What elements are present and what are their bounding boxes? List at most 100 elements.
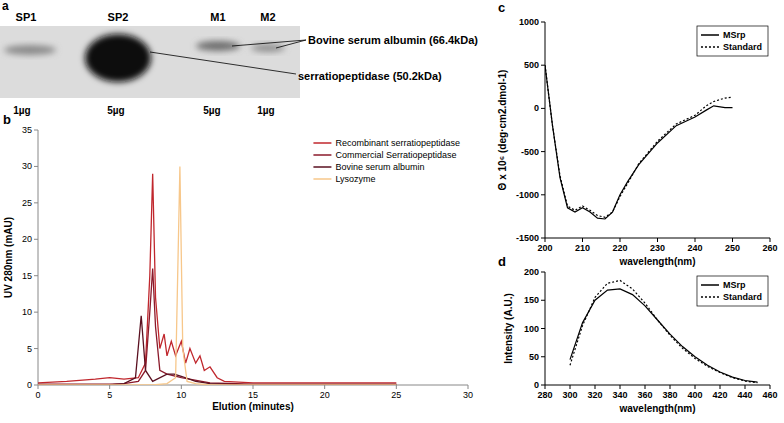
x-tick-label: 220 <box>612 243 627 253</box>
y-tick <box>541 385 545 386</box>
series-line <box>38 174 396 383</box>
x-tick <box>657 238 658 242</box>
legend-swatch <box>313 154 331 156</box>
figure: aSP11µgSP25µgM15µgM21µgBovine serum albu… <box>0 0 784 423</box>
legend-label: Standard <box>723 42 762 52</box>
gel-band <box>251 44 285 52</box>
lane-label: SP2 <box>108 11 129 23</box>
y-tick-label: 15 <box>22 271 32 281</box>
legend-swatch <box>313 178 331 180</box>
y-tick-label: 5 <box>27 344 32 354</box>
plot-area <box>545 65 733 219</box>
y-tick-label: 0 <box>534 380 539 390</box>
x-tick-label: 20 <box>320 390 330 400</box>
y-tick <box>541 108 545 109</box>
y-tick <box>34 348 38 349</box>
y-tick <box>541 300 545 301</box>
y-tick-label: 20 <box>22 234 32 244</box>
x-tick <box>253 385 254 389</box>
x-tick <box>732 238 733 242</box>
y-tick <box>34 385 38 386</box>
x-tick-label: 25 <box>391 390 401 400</box>
x-tick-label: 260 <box>762 243 777 253</box>
gel-background <box>0 26 300 98</box>
x-tick-label: 200 <box>537 243 552 253</box>
lane-label: SP1 <box>16 11 37 23</box>
legend: Recombinant serratiopeptidaseCommercial … <box>313 138 460 184</box>
x-tick <box>545 385 546 389</box>
x-tick-label: 240 <box>687 243 702 253</box>
x-tick-label: 460 <box>762 390 777 400</box>
x-tick <box>324 385 325 389</box>
series-line <box>38 166 396 385</box>
x-tick <box>720 385 721 389</box>
y-tick <box>34 202 38 203</box>
x-tick-label: 360 <box>637 390 652 400</box>
y-tick <box>34 130 38 131</box>
x-tick <box>695 238 696 242</box>
legend: MSrp Standard <box>697 26 768 56</box>
y-tick-label: 0 <box>534 103 539 113</box>
panel-label: b <box>3 112 11 127</box>
y-tick-label: 25 <box>22 198 32 208</box>
panel-label: c <box>498 0 505 15</box>
x-tick-label: 250 <box>725 243 740 253</box>
x-tick-label: 320 <box>587 390 602 400</box>
y-tick <box>541 151 545 152</box>
x-tick <box>109 385 110 389</box>
plot-area <box>38 166 396 385</box>
x-tick <box>595 385 596 389</box>
x-tick <box>545 238 546 242</box>
y-tick <box>541 65 545 66</box>
x-tick <box>770 385 771 389</box>
legend-label: MSrp <box>723 30 746 40</box>
x-tick <box>645 385 646 389</box>
x-tick <box>670 385 671 389</box>
y-tick <box>541 238 545 239</box>
x-tick-label: 0 <box>35 390 40 400</box>
x-tick <box>620 238 621 242</box>
lane-label: M1 <box>210 11 225 23</box>
legend-label: Bovine serum albumin <box>335 162 424 172</box>
gel-panel: aSP11µgSP25µgM15µgM21µgBovine serum albu… <box>0 0 478 116</box>
annotation-line <box>276 40 306 48</box>
legend-swatch <box>701 296 719 298</box>
y-tick-label: -1000 <box>516 190 539 200</box>
legend-label: Lysozyme <box>335 174 375 184</box>
series-line <box>545 65 733 219</box>
legend-swatch <box>313 166 331 168</box>
x-tick <box>468 385 469 389</box>
y-tick-label: 30 <box>22 161 32 171</box>
x-tick-label: 440 <box>737 390 752 400</box>
x-tick <box>38 385 39 389</box>
x-tick-label: 210 <box>575 243 590 253</box>
series-line <box>545 65 733 217</box>
x-tick-label: 5 <box>107 390 112 400</box>
x-tick-label: 380 <box>662 390 677 400</box>
x-axis-label: Elution (minutes) <box>212 401 294 412</box>
annotation-line <box>150 52 296 74</box>
lane-load: 5µg <box>203 105 220 116</box>
panel-label: a <box>2 0 9 13</box>
x-tick-label: 30 <box>463 390 473 400</box>
y-tick-label: -1500 <box>516 233 539 243</box>
legend-frame <box>697 276 768 306</box>
y-axis-label: Intensity (A.U.) <box>503 293 514 364</box>
x-tick <box>582 238 583 242</box>
legend-label: Standard <box>723 292 762 302</box>
annotation: serratiopeptidase (50.2kDa) <box>298 70 442 82</box>
legend-swatch <box>701 284 719 286</box>
lane-load: 1µg <box>257 105 274 116</box>
x-tick-label: 400 <box>687 390 702 400</box>
chart: b05101520253005101520253035Elution (minu… <box>3 112 473 412</box>
x-tick <box>396 385 397 389</box>
y-tick-label: 150 <box>524 295 539 305</box>
lane-load: 5µg <box>107 105 124 116</box>
legend-label: MSrp <box>723 280 746 290</box>
x-tick <box>745 385 746 389</box>
series-line <box>38 268 396 384</box>
legend-swatch <box>701 34 719 36</box>
y-tick-label: 50 <box>529 352 539 362</box>
y-tick <box>541 272 545 273</box>
legend-label: Commercial Serratiopeptidase <box>335 150 456 160</box>
